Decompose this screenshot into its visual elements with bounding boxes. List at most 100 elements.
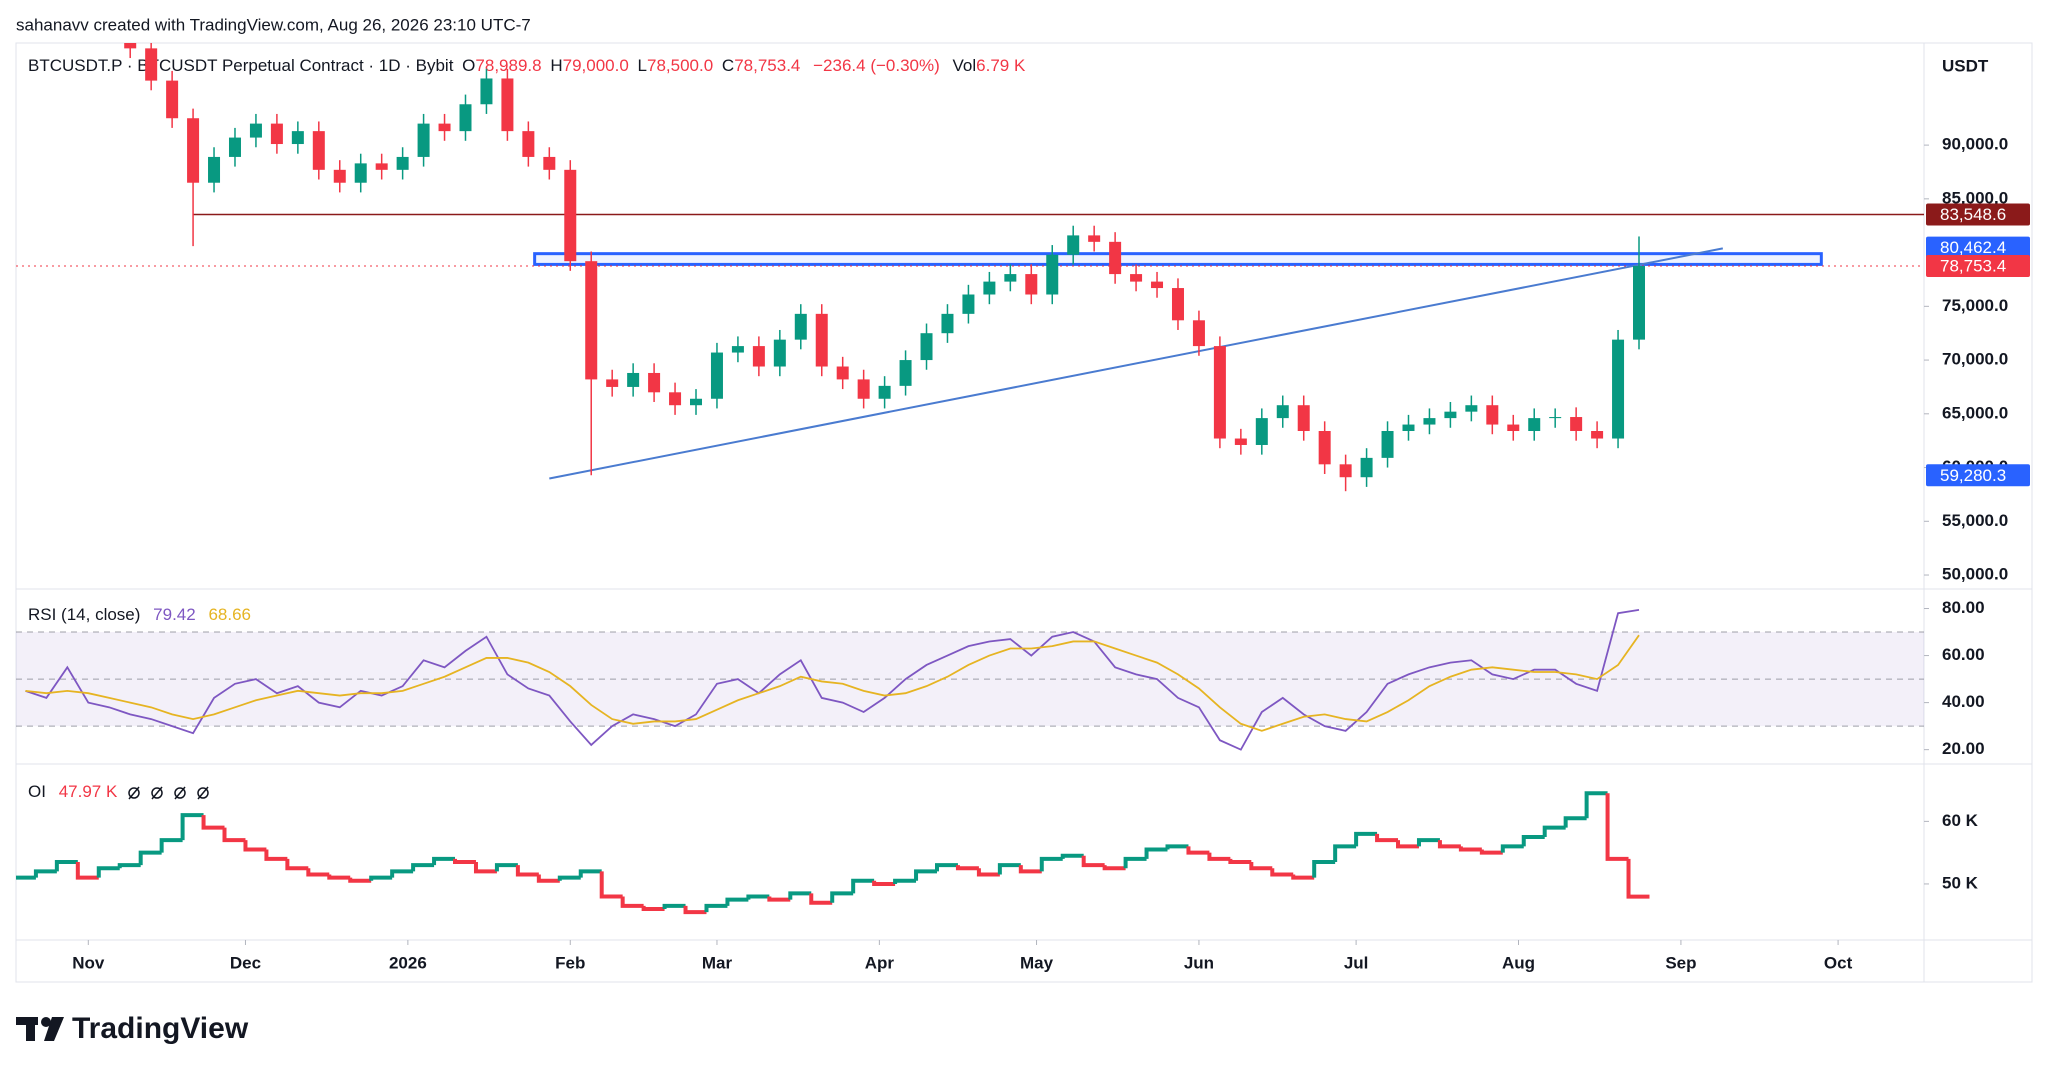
- oi-step: [1060, 853, 1084, 859]
- oi-step: [222, 827, 246, 843]
- oi-step: [1144, 847, 1168, 859]
- oi-step: [1312, 860, 1336, 878]
- oi-step: [536, 874, 560, 883]
- x-tick-label: Feb: [555, 953, 585, 972]
- ohlc-key: C: [722, 56, 734, 75]
- candle-body: [1486, 405, 1499, 425]
- candle-body: [459, 104, 472, 132]
- zone: [533, 252, 1823, 266]
- candle-body: [794, 313, 807, 340]
- oi-step: [914, 869, 937, 881]
- legend: BTCUSDT.P · BTCUSDT Perpetual Contract ·…: [28, 56, 1026, 75]
- y-tick-label: 65,000.0: [1942, 403, 2008, 422]
- y-tick-label: 75,000.0: [1942, 296, 2008, 315]
- candle-body: [1339, 464, 1352, 478]
- oi-step: [33, 869, 57, 878]
- oi-step: [243, 840, 267, 852]
- candle-body: [312, 131, 325, 170]
- candle-body: [480, 78, 493, 105]
- oi-step: [369, 875, 393, 881]
- ohlc-key: O: [462, 56, 475, 75]
- candle-body: [291, 131, 304, 145]
- y-tick-label: 50 K: [1942, 873, 1979, 892]
- candle-body: [166, 80, 179, 119]
- candle-body: [1444, 411, 1457, 419]
- oi-step: [1626, 858, 1650, 899]
- oi-step: [180, 813, 204, 841]
- rsi-value: 79.42: [153, 605, 196, 624]
- price-label-box: [1926, 203, 2030, 226]
- oi-step: [306, 868, 330, 877]
- oi-step: [1039, 856, 1063, 872]
- candle-body: [375, 163, 388, 170]
- oi-step: [1333, 844, 1357, 863]
- oi-step: [201, 815, 225, 830]
- oi-value: 47.97 K: [59, 782, 118, 801]
- candle-body: [187, 118, 200, 183]
- candle-body: [690, 398, 703, 406]
- frame: [15, 42, 2033, 983]
- candle-body: [501, 78, 514, 132]
- ohlc-value: 78,500.0: [647, 56, 713, 75]
- pane: [16, 608, 1924, 751]
- oi-step: [1521, 835, 1545, 847]
- candle-body: [249, 123, 262, 138]
- candle-body: [1276, 405, 1289, 419]
- x-tick-label: May: [1020, 953, 1054, 972]
- oi-step: [1354, 831, 1378, 847]
- ohlc-value: 78,753.4: [734, 56, 800, 75]
- oi-step: [75, 862, 99, 880]
- price-label-box: [1926, 236, 2030, 259]
- oi-step: [327, 874, 351, 880]
- candle-body: [1633, 265, 1646, 340]
- oi-step: [96, 866, 120, 878]
- header: sahanavv created with TradingView.com, A…: [16, 15, 531, 34]
- pane: [16, 791, 1650, 915]
- candle-body: [920, 333, 933, 361]
- oi-step: [1123, 856, 1147, 869]
- oi-step: [1437, 840, 1461, 849]
- ohlc-value: 79,000.0: [563, 56, 629, 75]
- pane: [16, 43, 1924, 492]
- y-tick-label: 70,000.0: [1942, 350, 2008, 369]
- oi-step: [1375, 833, 1399, 843]
- oi-step: [411, 863, 435, 872]
- candle-body: [1360, 457, 1373, 478]
- candle-body: [731, 346, 744, 353]
- candle-body: [1402, 424, 1415, 432]
- axis-unit: USDT: [1942, 56, 1989, 75]
- rsi-ma-value: 68.66: [208, 605, 251, 624]
- candle-body: [627, 372, 640, 387]
- symbol: BTCUSDT.P · BTCUSDT Perpetual Contract ·…: [28, 56, 454, 75]
- candle-body: [648, 372, 661, 393]
- candle-body: [1067, 235, 1080, 255]
- oi-legend: OI 47.97 K: [28, 782, 118, 801]
- y-tick-label: 90,000.0: [1942, 135, 2008, 154]
- candle-body: [1423, 418, 1436, 425]
- candle-body: [857, 379, 870, 399]
- oi-step: [1542, 825, 1566, 838]
- oi-step: [893, 878, 917, 884]
- oi-step: [285, 858, 309, 871]
- candle-body: [983, 281, 996, 295]
- x-tick-label: Aug: [1502, 953, 1535, 972]
- y-tick-label: 80.00: [1942, 598, 1985, 617]
- candle-body: [1088, 235, 1101, 242]
- candle-body: [585, 261, 598, 380]
- price-label-box: [1926, 254, 2030, 277]
- price-label: 59,280.3: [1940, 466, 2006, 485]
- x-tick-label: Mar: [702, 953, 733, 972]
- candle-body: [270, 123, 283, 145]
- candle-body: [1318, 431, 1331, 465]
- oi-step: [494, 863, 518, 872]
- candle-body: [1465, 405, 1478, 412]
- candle-body: [941, 313, 954, 334]
- oi-step: [138, 850, 162, 866]
- candle-body: [962, 294, 975, 314]
- y-tick-label: 50,000.0: [1942, 565, 2008, 584]
- oi-step: [620, 896, 644, 908]
- rsi-line: [25, 608, 1640, 751]
- x-tick-label: 2026: [389, 953, 427, 972]
